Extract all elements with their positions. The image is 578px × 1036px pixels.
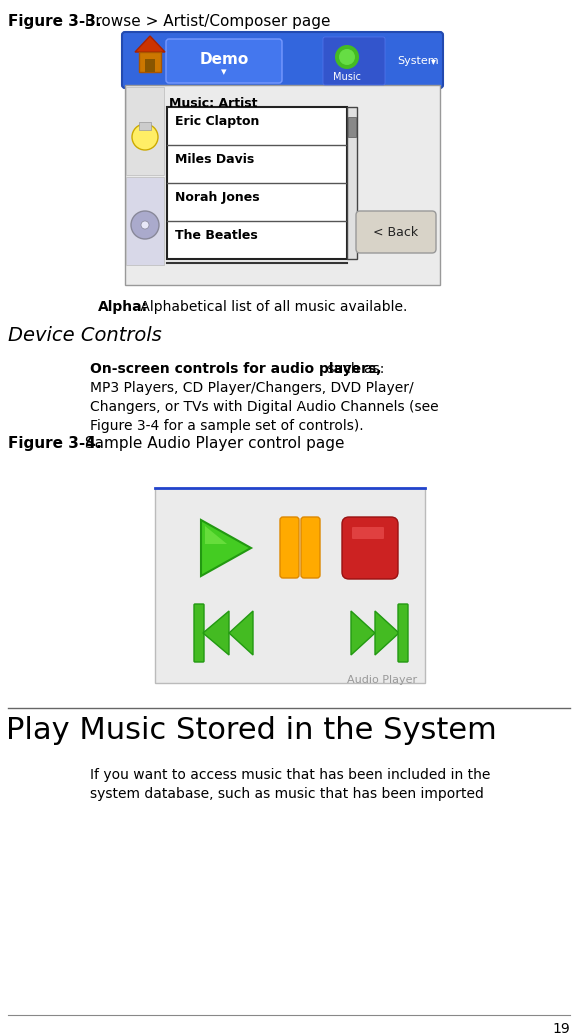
- Polygon shape: [203, 611, 229, 655]
- FancyBboxPatch shape: [323, 37, 385, 85]
- FancyBboxPatch shape: [125, 85, 440, 285]
- Polygon shape: [205, 526, 227, 544]
- FancyBboxPatch shape: [122, 32, 443, 88]
- FancyBboxPatch shape: [145, 59, 155, 71]
- Circle shape: [132, 124, 158, 150]
- FancyBboxPatch shape: [356, 211, 436, 253]
- FancyBboxPatch shape: [194, 604, 204, 662]
- Text: Sample Audio Player control page: Sample Audio Player control page: [80, 436, 344, 451]
- FancyBboxPatch shape: [166, 39, 282, 83]
- Polygon shape: [229, 611, 253, 655]
- Text: Figure 3-3.: Figure 3-3.: [8, 15, 102, 29]
- Text: Browse > Artist/Composer page: Browse > Artist/Composer page: [80, 15, 331, 29]
- FancyBboxPatch shape: [347, 107, 357, 259]
- Circle shape: [141, 221, 149, 229]
- Text: Play Music Stored in the System: Play Music Stored in the System: [6, 716, 497, 745]
- FancyBboxPatch shape: [126, 177, 164, 265]
- Text: Device Controls: Device Controls: [8, 326, 162, 345]
- FancyBboxPatch shape: [126, 87, 164, 175]
- Text: Figure 3-4.: Figure 3-4.: [8, 436, 102, 451]
- Text: ▾: ▾: [221, 67, 227, 77]
- Text: Eric Clapton: Eric Clapton: [175, 115, 260, 128]
- Circle shape: [335, 45, 359, 69]
- Text: The Beatles: The Beatles: [175, 229, 258, 242]
- Text: Figure 3-4 for a sample set of controls).: Figure 3-4 for a sample set of controls)…: [90, 419, 364, 433]
- Text: 19: 19: [552, 1021, 570, 1036]
- Polygon shape: [201, 520, 251, 576]
- FancyBboxPatch shape: [280, 517, 299, 578]
- FancyBboxPatch shape: [301, 517, 320, 578]
- Text: Miles Davis: Miles Davis: [175, 153, 254, 166]
- Text: Music: Music: [333, 71, 361, 82]
- Text: ▾: ▾: [431, 56, 436, 66]
- Text: < Back: < Back: [373, 226, 418, 238]
- FancyBboxPatch shape: [352, 527, 384, 539]
- Polygon shape: [375, 611, 399, 655]
- Polygon shape: [351, 611, 375, 655]
- FancyBboxPatch shape: [155, 488, 425, 683]
- Text: Audio Player: Audio Player: [347, 675, 417, 685]
- FancyBboxPatch shape: [398, 604, 408, 662]
- FancyBboxPatch shape: [139, 122, 151, 130]
- FancyBboxPatch shape: [342, 517, 398, 579]
- Text: Changers, or TVs with Digital Audio Channels (see: Changers, or TVs with Digital Audio Chan…: [90, 400, 439, 414]
- FancyBboxPatch shape: [348, 117, 356, 137]
- Circle shape: [131, 211, 159, 239]
- Text: such as:: such as:: [323, 362, 384, 376]
- Circle shape: [339, 49, 355, 65]
- Text: Music: Artist: Music: Artist: [169, 97, 258, 110]
- Text: Alphabetical list of all music available.: Alphabetical list of all music available…: [136, 300, 407, 314]
- Text: System: System: [397, 56, 439, 66]
- FancyBboxPatch shape: [139, 52, 161, 71]
- Text: system database, such as music that has been imported: system database, such as music that has …: [90, 787, 484, 801]
- Text: Demo: Demo: [199, 52, 249, 66]
- Text: Norah Jones: Norah Jones: [175, 191, 260, 204]
- Polygon shape: [135, 36, 165, 52]
- Text: If you want to access music that has been included in the: If you want to access music that has bee…: [90, 768, 490, 782]
- Text: MP3 Players, CD Player/Changers, DVD Player/: MP3 Players, CD Player/Changers, DVD Pla…: [90, 381, 414, 395]
- FancyBboxPatch shape: [167, 107, 347, 259]
- Text: Alpha:: Alpha:: [98, 300, 148, 314]
- Text: On-screen controls for audio players,: On-screen controls for audio players,: [90, 362, 381, 376]
